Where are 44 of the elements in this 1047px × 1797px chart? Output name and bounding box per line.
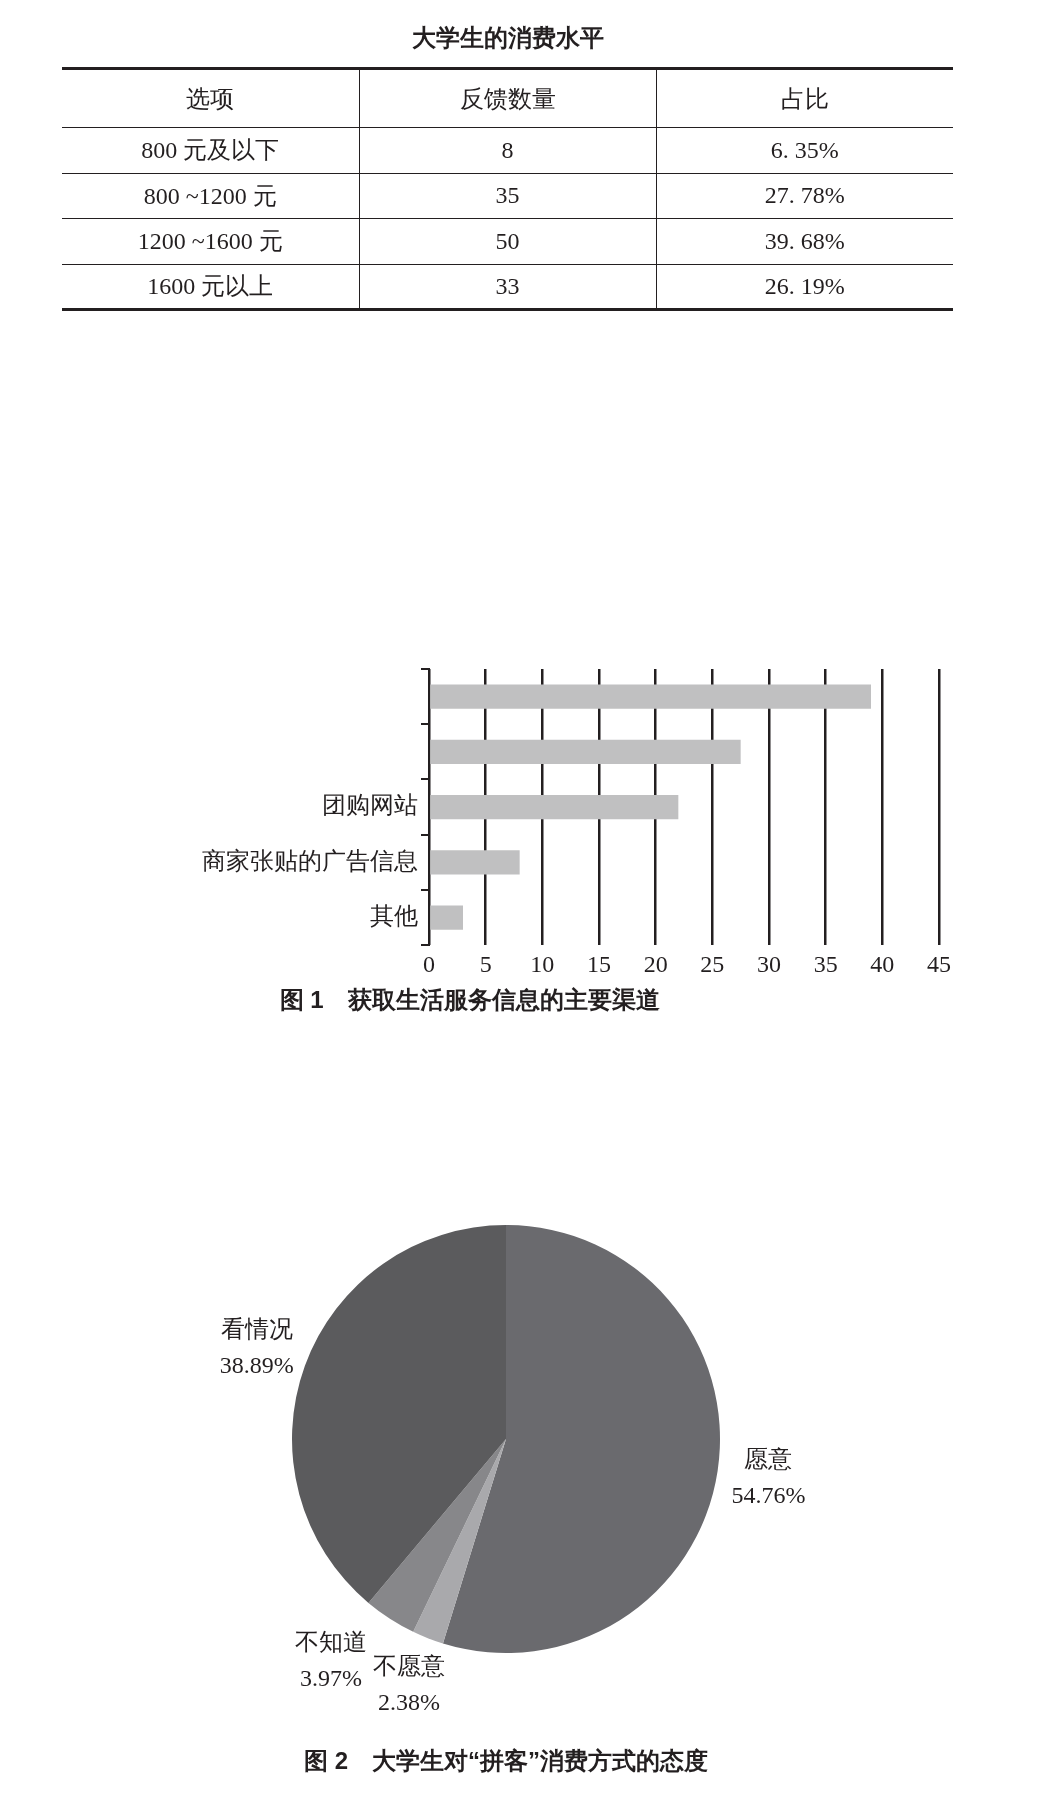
- data-label: 2.38%: [378, 1689, 441, 1716]
- text: 35: [495, 182, 520, 209]
- x-tick-label: 0: [423, 950, 435, 977]
- bar: [430, 684, 871, 709]
- y-tick-label: 其他: [370, 902, 418, 929]
- x-tick-label: 25: [700, 950, 725, 977]
- y-tick-label: 商家张贴的广告信息: [202, 847, 418, 874]
- x-tick-label: 10: [530, 950, 555, 977]
- text: 800 ~1200 元: [143, 182, 277, 209]
- bar: [430, 794, 679, 820]
- bar: [430, 905, 463, 930]
- category-label: 反馈数量: [459, 85, 556, 112]
- data-label: 54.76%: [731, 1481, 806, 1508]
- text: 1600 元以上: [147, 273, 274, 300]
- category-label: 占比: [780, 85, 829, 112]
- slice-label: 不知道: [295, 1629, 368, 1656]
- bar: [430, 739, 741, 765]
- text: 26. 19%: [764, 272, 845, 299]
- text: 图 1 获取生活服务信息的主要渠道: [279, 986, 660, 1014]
- text: 8: [501, 136, 514, 163]
- text: 50: [495, 227, 520, 254]
- slice-label: 看情况: [220, 1315, 293, 1342]
- bar: [430, 850, 520, 875]
- x-tick-label: 5: [479, 950, 492, 977]
- text: 1200 ~1600 元: [137, 228, 283, 255]
- data-label: 3.97%: [300, 1665, 363, 1692]
- text: 27. 78%: [764, 182, 845, 209]
- slice-label: 愿意: [744, 1445, 793, 1472]
- text: 大学生的消费水平: [411, 22, 604, 53]
- text: 6. 35%: [770, 136, 839, 163]
- y-tick-label: 团购网站: [322, 792, 418, 819]
- text: 图 2 大学生对“拼客”消费方式的态度: [303, 1746, 709, 1774]
- x-tick-label: 45: [927, 950, 951, 977]
- text: 33: [495, 272, 520, 299]
- x-tick-label: 15: [587, 950, 611, 977]
- x-tick-label: 35: [813, 950, 838, 977]
- text: 800 元及以下: [141, 137, 280, 164]
- slice-label: 不愿意: [373, 1653, 446, 1680]
- x-tick-label: 30: [757, 950, 781, 977]
- data-label: 38.89%: [219, 1351, 294, 1378]
- text: 39. 68%: [764, 227, 845, 254]
- x-tick-label: 40: [870, 950, 895, 977]
- category-label: 选项: [186, 85, 235, 112]
- x-tick-label: 20: [643, 950, 668, 977]
